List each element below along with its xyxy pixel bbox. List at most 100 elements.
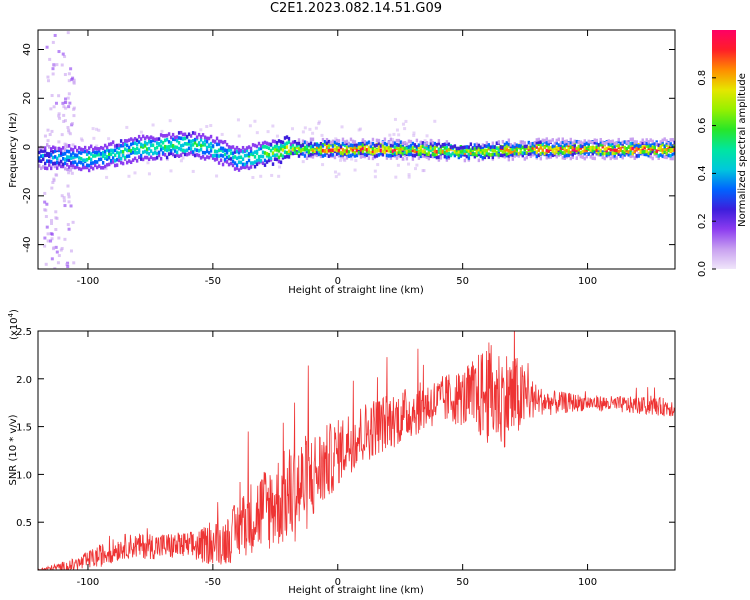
heatmap-cell <box>63 204 67 208</box>
chart-title: C2E1.2023.082.14.51.G09 <box>269 1 443 16</box>
heatmap-cell <box>203 135 207 140</box>
heatmap-cell <box>591 140 594 145</box>
heatmap-cell <box>661 150 664 155</box>
heatmap-cell <box>455 150 459 155</box>
heatmap-cell <box>317 120 321 124</box>
heatmap-cell <box>291 151 295 156</box>
heatmap-cell <box>463 149 467 153</box>
heatmap-cell <box>141 157 145 162</box>
heatmap-cell <box>497 155 501 159</box>
heatmap-cell <box>581 144 584 149</box>
heatmap-cell <box>257 154 261 159</box>
heatmap-cell <box>67 105 71 109</box>
heatmap-cell <box>641 150 644 154</box>
heatmap-cell <box>175 150 179 155</box>
heatmap-cell <box>389 146 393 151</box>
heatmap-cell <box>376 163 380 167</box>
heatmap-cell <box>673 140 675 145</box>
heatmap-cell <box>167 152 171 156</box>
snr-ytick-label: 1.0 <box>16 470 32 481</box>
heatmap-cell <box>629 137 632 142</box>
heatmap-cell <box>427 144 431 149</box>
heatmap-cell <box>323 140 327 144</box>
heatmap-cell <box>581 149 584 154</box>
heatmap-cell <box>39 154 43 158</box>
heatmap-cell <box>105 157 109 161</box>
heatmap-cell <box>551 138 554 142</box>
heatmap-cell <box>379 144 383 148</box>
heatmap-cell <box>325 141 329 146</box>
heatmap-cell <box>475 150 479 155</box>
heatmap-cell <box>99 157 103 161</box>
heatmap-cell <box>261 150 265 155</box>
heatmap-cell <box>669 138 672 142</box>
heatmap-cell <box>101 161 105 165</box>
heatmap-cell <box>321 137 325 142</box>
heatmap-cell <box>567 141 570 146</box>
heatmap-cell <box>591 156 594 160</box>
heatmap-cell <box>361 149 365 154</box>
heatmap-cell <box>627 152 630 157</box>
heatmap-cell <box>225 155 229 160</box>
heatmap-cell <box>109 158 113 163</box>
heatmap-cell <box>303 140 307 145</box>
heatmap-cell <box>545 148 549 153</box>
heatmap-cell <box>477 147 481 152</box>
heatmap-cell <box>427 147 431 152</box>
heatmap-cell <box>617 149 620 154</box>
heatmap-cell <box>481 151 485 155</box>
heatmap-cell <box>445 142 449 146</box>
heatmap-cell <box>385 146 389 150</box>
heatmap-cell <box>539 156 543 161</box>
heatmap-cell <box>247 154 251 158</box>
heatmap-cell <box>559 148 562 153</box>
heatmap-cell <box>291 147 295 152</box>
heatmap-cell <box>467 149 471 153</box>
heatmap-cell <box>369 141 373 146</box>
heatmap-cell <box>381 149 385 154</box>
heatmap-cell <box>105 148 109 152</box>
heatmap-cell <box>143 140 147 145</box>
heatmap-cell <box>371 151 375 156</box>
snr-xtick-label: -100 <box>77 577 100 588</box>
heatmap-cell <box>67 149 71 154</box>
heatmap-cell <box>207 150 211 155</box>
heatmap-cell <box>219 139 223 144</box>
heatmap-cell <box>392 132 396 136</box>
heatmap-cell <box>501 153 505 158</box>
heatmap-cell <box>69 156 73 160</box>
heatmap-cell <box>195 135 199 140</box>
heatmap-cell <box>41 165 45 169</box>
heatmap-cell <box>285 145 289 149</box>
heatmap-cell <box>407 162 411 166</box>
heatmap-cell <box>583 139 586 143</box>
heatmap-cell <box>65 144 69 149</box>
heatmap-cell <box>333 142 337 147</box>
heatmap-cell <box>341 151 345 156</box>
heatmap-cell <box>339 153 343 158</box>
heatmap-cell <box>583 156 586 161</box>
heatmap-cell <box>133 171 137 175</box>
heatmap-cell <box>259 159 263 163</box>
heatmap-cell <box>163 138 167 143</box>
heatmap-cell <box>363 140 367 144</box>
heatmap-cell <box>671 148 674 153</box>
heatmap-cell <box>305 144 309 149</box>
heatmap-cell <box>385 156 389 160</box>
heatmap-cell <box>167 144 171 149</box>
heatmap-cell <box>165 158 169 162</box>
heatmap-cell <box>165 155 169 160</box>
heatmap-cell <box>257 158 261 162</box>
heatmap-cell <box>621 151 624 156</box>
heatmap-cell <box>73 145 77 150</box>
heatmap-cell <box>595 141 598 145</box>
heatmap-cell <box>597 151 600 156</box>
heatmap-cell <box>129 151 133 155</box>
heatmap-cell <box>193 131 197 136</box>
heatmap-cell <box>177 131 181 135</box>
heatmap-cell <box>153 156 157 161</box>
heatmap-cell <box>409 152 413 157</box>
heatmap-cell <box>265 160 269 164</box>
heatmap-cell <box>187 139 191 143</box>
heatmap-cell <box>125 160 129 165</box>
